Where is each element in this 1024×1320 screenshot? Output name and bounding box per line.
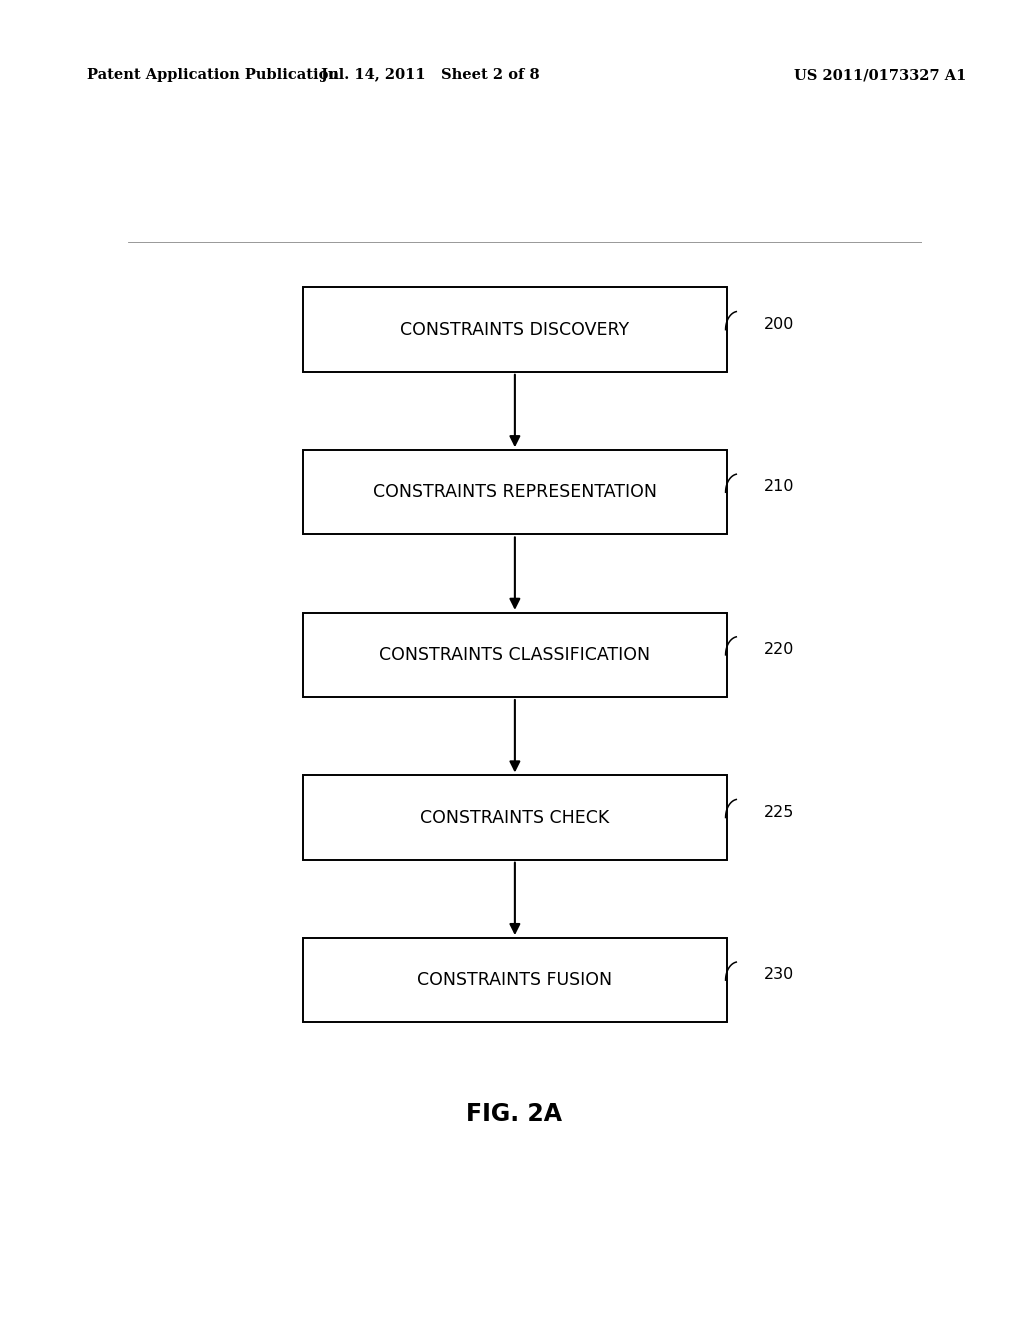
Text: 200: 200 [764, 317, 794, 331]
Text: 220: 220 [764, 642, 794, 657]
Text: CONSTRAINTS DISCOVERY: CONSTRAINTS DISCOVERY [400, 321, 630, 339]
Bar [303, 612, 727, 697]
Text: 230: 230 [764, 968, 794, 982]
Bar [303, 939, 727, 1022]
Text: US 2011/0173327 A1: US 2011/0173327 A1 [795, 69, 967, 82]
Bar [303, 450, 727, 535]
Text: Patent Application Publication: Patent Application Publication [87, 69, 339, 82]
Bar [303, 288, 727, 372]
Text: CONSTRAINTS CHECK: CONSTRAINTS CHECK [420, 809, 609, 826]
Text: CONSTRAINTS REPRESENTATION: CONSTRAINTS REPRESENTATION [373, 483, 656, 502]
Text: 210: 210 [764, 479, 795, 494]
Text: CONSTRAINTS FUSION: CONSTRAINTS FUSION [418, 972, 612, 989]
Text: Jul. 14, 2011   Sheet 2 of 8: Jul. 14, 2011 Sheet 2 of 8 [321, 69, 540, 82]
Text: 225: 225 [764, 805, 794, 820]
Bar [303, 775, 727, 859]
Text: CONSTRAINTS CLASSIFICATION: CONSTRAINTS CLASSIFICATION [379, 645, 650, 664]
Text: FIG. 2A: FIG. 2A [467, 1102, 562, 1126]
